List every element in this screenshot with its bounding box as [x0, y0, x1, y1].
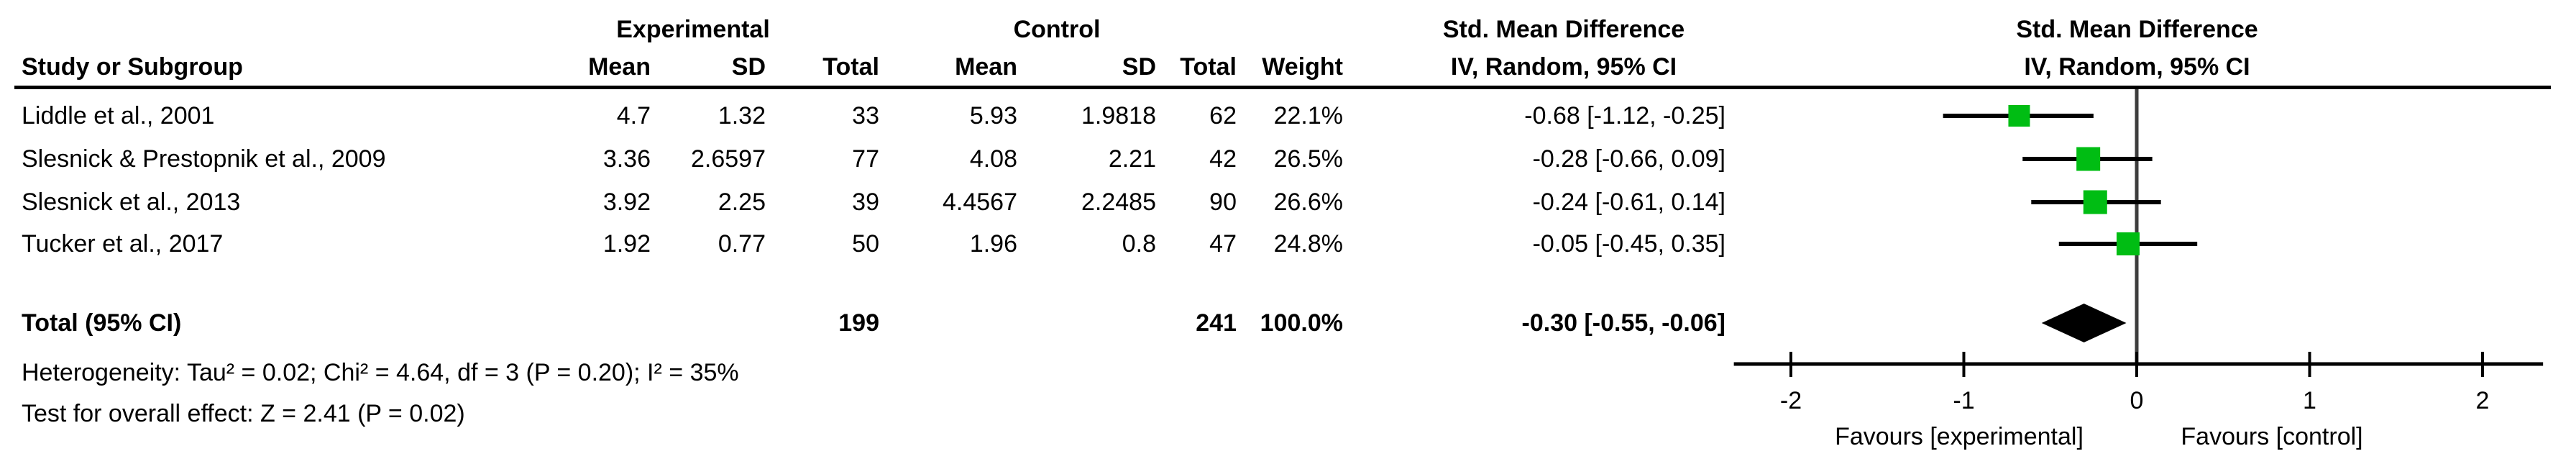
study-label: Slesnick & Prestopnik et al., 2009	[22, 145, 386, 173]
exp-total-column-header: Total	[822, 53, 879, 81]
smd-plot-column-header: Std. Mean Difference	[2016, 16, 2258, 43]
ci-value: -0.68 [-1.12, -0.25]	[1524, 102, 1725, 129]
exp-total-value: 39	[852, 188, 879, 216]
total-exp-total-value: 199	[838, 309, 879, 337]
total-ctl-total-value: 241	[1196, 309, 1237, 337]
ci-text-column-header: IV, Random, 95% CI	[1450, 53, 1677, 81]
ctl-mean-value: 5.93	[969, 102, 1017, 129]
exp-total-value: 50	[852, 230, 879, 258]
ctl-mean-value: 4.08	[969, 145, 1017, 173]
heterogeneity-text: Heterogeneity: Tau² = 0.02; Chi² = 4.64,…	[22, 359, 739, 386]
overall-effect-text: Test for overall effect: Z = 2.41 (P = 0…	[22, 400, 465, 427]
exp-mean-value: 1.92	[602, 230, 651, 258]
smd-text-column-header: Std. Mean Difference	[1442, 16, 1685, 43]
exp-sd-value: 0.77	[718, 230, 766, 258]
exp-total-value: 77	[852, 145, 879, 173]
study-row: Slesnick & Prestopnik et al., 2009 3.36 …	[0, 144, 2576, 174]
total-row: Total (95% CI) 199 241 100.0% -0.30 [-0.…	[0, 308, 2576, 338]
ctl-total-value: 42	[1209, 145, 1237, 173]
study-row: Slesnick et al., 2013 3.92 2.25 39 4.456…	[0, 187, 2576, 217]
study-row: Liddle et al., 2001 4.7 1.32 33 5.93 1.9…	[0, 101, 2576, 131]
heterogeneity-footnote: Heterogeneity: Tau² = 0.02; Chi² = 4.64,…	[0, 358, 2576, 388]
exp-mean-column-header: Mean	[588, 53, 651, 81]
ci-plot-column-header: IV, Random, 95% CI	[2024, 53, 2250, 81]
control-group-header: Control	[1013, 16, 1101, 43]
study-column-header: Study or Subgroup	[22, 53, 243, 81]
exp-mean-value: 4.7	[616, 102, 651, 129]
overall-effect-footnote: Test for overall effect: Z = 2.41 (P = 0…	[0, 399, 2576, 429]
weight-value: 24.8%	[1273, 230, 1343, 258]
weight-value: 26.5%	[1273, 145, 1343, 173]
exp-mean-value: 3.36	[602, 145, 651, 173]
exp-sd-value: 2.25	[718, 188, 766, 216]
study-label: Liddle et al., 2001	[22, 102, 215, 129]
ctl-sd-value: 1.9818	[1081, 102, 1156, 129]
ctl-total-value: 90	[1209, 188, 1237, 216]
ctl-mean-value: 4.4567	[943, 188, 1017, 216]
group-header-row: Experimental Control Std. Mean Differenc…	[0, 14, 2576, 45]
total-ci-value: -0.30 [-0.55, -0.06]	[1521, 309, 1725, 337]
ctl-sd-value: 2.2485	[1081, 188, 1156, 216]
header-divider-rule	[14, 86, 2551, 89]
exp-total-value: 33	[852, 102, 879, 129]
ctl-sd-value: 2.21	[1108, 145, 1156, 173]
ci-value: -0.05 [-0.45, 0.35]	[1532, 230, 1725, 258]
total-weight-value: 100.0%	[1260, 309, 1343, 337]
ctl-sd-column-header: SD	[1122, 53, 1156, 81]
exp-sd-value: 1.32	[718, 102, 766, 129]
ctl-mean-value: 1.96	[969, 230, 1017, 258]
weight-column-header: Weight	[1262, 53, 1343, 81]
ctl-sd-value: 0.8	[1122, 230, 1156, 258]
study-label: Slesnick et al., 2013	[22, 188, 241, 216]
ctl-mean-column-header: Mean	[955, 53, 1017, 81]
ctl-total-column-header: Total	[1180, 53, 1237, 81]
experimental-group-header: Experimental	[616, 16, 770, 43]
study-label: Tucker et al., 2017	[22, 230, 224, 258]
total-label: Total (95% CI)	[22, 309, 182, 337]
weight-value: 26.6%	[1273, 188, 1343, 216]
ci-value: -0.24 [-0.61, 0.14]	[1532, 188, 1725, 216]
exp-sd-column-header: SD	[731, 53, 766, 81]
exp-mean-value: 3.92	[602, 188, 651, 216]
ci-value: -0.28 [-0.66, 0.09]	[1532, 145, 1725, 173]
ctl-total-value: 47	[1209, 230, 1237, 258]
ctl-total-value: 62	[1209, 102, 1237, 129]
exp-sd-value: 2.6597	[691, 145, 766, 173]
weight-value: 22.1%	[1273, 102, 1343, 129]
column-header-row: Study or Subgroup Mean SD Total Mean SD …	[0, 52, 2576, 82]
study-row: Tucker et al., 2017 1.92 0.77 50 1.96 0.…	[0, 229, 2576, 259]
